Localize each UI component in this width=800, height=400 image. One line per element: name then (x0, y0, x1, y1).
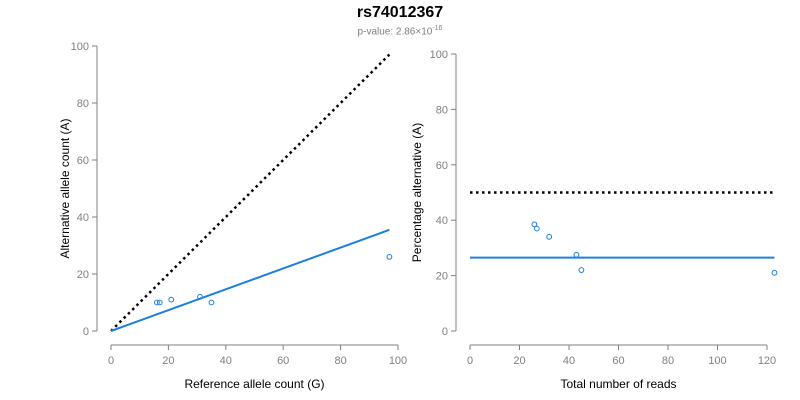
panel1-y-tick-label: 100 (71, 41, 89, 53)
panel2-data-point (771, 269, 778, 276)
pvalue-text: p-value: 2.86×10 (357, 26, 433, 38)
panel2-y-axis-label: Percentage alternative (A) (410, 123, 424, 262)
panel2-x-tick-label: 40 (563, 355, 575, 367)
panel2-x-tick-label: 120 (758, 355, 776, 367)
panel2-x-tick-label: 80 (662, 355, 674, 367)
panel2-data-point (531, 221, 538, 228)
panel2-data-point (533, 225, 540, 232)
pvalue-exponent: -16 (432, 25, 443, 32)
panel1-data-point (386, 254, 393, 260)
panel1-x-tick-label: 40 (220, 355, 232, 367)
panel2-x-tick-label: 20 (513, 355, 525, 367)
panel1-x-tick-label: 100 (389, 355, 407, 367)
panel1-x-tick-label: 80 (334, 355, 346, 367)
panel1-y-tick-label: 0 (83, 326, 89, 338)
panel2-data-point (573, 251, 580, 258)
panel1-y-tick-label: 60 (77, 155, 89, 167)
panel1-y-tick-label: 80 (77, 98, 89, 110)
panel2-data-point (578, 267, 585, 273)
panel2-y-tick-label: 80 (436, 104, 448, 116)
panel1-fit-line (110, 228, 390, 332)
chart-title: rs74012367 (356, 4, 444, 21)
panel2-x-tick-label: 100 (708, 355, 726, 367)
panel2-x-tick-label: 60 (612, 355, 624, 367)
panel1-data-point (156, 299, 163, 306)
panel2-y-tick-label: 100 (430, 49, 448, 61)
panel2-y-tick-label: 40 (436, 215, 448, 227)
panel1-reference-line (110, 53, 391, 332)
panel1-x-tick-label: 20 (162, 355, 174, 367)
panel2-x-tick-label: 0 (467, 355, 473, 367)
panel1-y-axis-label: Alternative allele count (A) (58, 118, 72, 258)
panel1-x-tick-label: 0 (108, 355, 114, 367)
chart-subtitle: p-value: 2.86×10-16 (0, 25, 800, 37)
panel1-data-point (168, 296, 175, 303)
panel2-data-point (546, 233, 553, 240)
panel1-data-point (197, 293, 203, 300)
panel1-data-point (154, 299, 160, 306)
panel1-y-tick-label: 40 (77, 212, 89, 224)
panel2-x-axis-label: Total number of reads (560, 377, 676, 391)
panel1-x-axis-label: Reference allele count (G) (184, 377, 324, 391)
panel1-x-tick-label: 60 (277, 355, 289, 367)
panel2-y-tick-label: 0 (442, 326, 448, 338)
panel2-y-tick-label: 60 (436, 160, 448, 172)
panel1-data-point (208, 299, 215, 306)
panel1-y-tick-label: 20 (77, 269, 89, 281)
panel2-y-tick-label: 20 (436, 271, 448, 283)
